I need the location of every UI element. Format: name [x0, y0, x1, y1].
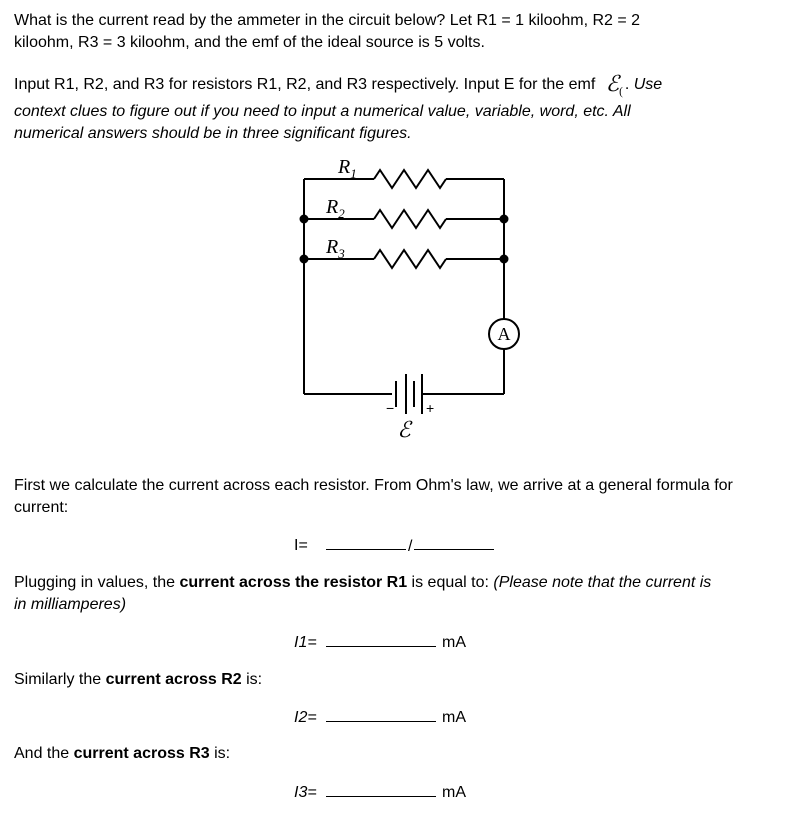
instr-context: context clues to figure out if you need … — [14, 103, 631, 120]
p4c: is: — [210, 745, 230, 762]
lbl-i: I= — [294, 535, 324, 557]
blank-i3[interactable] — [326, 780, 436, 797]
p4b: current across R3 — [74, 745, 210, 762]
slash: / — [408, 537, 412, 554]
para-r1: Plugging in values, the current across t… — [14, 572, 794, 617]
instr-numerical: numerical answers should be in three sig… — [14, 125, 412, 142]
p2c: is equal to: — [407, 574, 493, 591]
instruction-text: Input R1, R2, and R3 for resistors R1, R… — [14, 69, 794, 146]
label-r1: R1 — [337, 159, 357, 181]
q-line1: What is the current read by the ammeter … — [14, 12, 640, 29]
row-i1: I1= mA — [14, 631, 794, 655]
unit-i1: mA — [442, 634, 466, 651]
row-i3: I3= mA — [14, 780, 794, 804]
para-ohms-law: First we calculate the current across ea… — [14, 475, 794, 520]
lbl-i3: I3= — [294, 782, 324, 804]
p1b: current: — [14, 499, 68, 516]
p3b: current across R2 — [106, 671, 242, 688]
label-r2: R2 — [325, 196, 345, 221]
blank-numer[interactable] — [326, 534, 406, 551]
row-i2: I2= mA — [14, 705, 794, 729]
p2d: (Please note that the current is — [493, 574, 711, 591]
emf-symbol: ℰ — [606, 71, 619, 96]
q-line2: kiloohm, R3 = 3 kiloohm, and the emf of … — [14, 34, 485, 51]
lbl-i2: I2= — [294, 707, 324, 729]
label-minus: − — [386, 400, 394, 416]
p1a: First we calculate the current across ea… — [14, 477, 733, 494]
label-emf: ℰ — [397, 417, 413, 442]
lbl-i1: I1= — [294, 632, 324, 654]
label-r3: R3 — [325, 236, 345, 261]
p3: Similarly the — [14, 671, 106, 688]
p3c: is: — [242, 671, 262, 688]
p2e: in milliamperes) — [14, 596, 126, 613]
para-r3: And the current across R3 is: — [14, 743, 794, 765]
circuit-diagram: R1 R2 R3 A − + ℰ — [14, 159, 794, 456]
label-ammeter: A — [498, 324, 511, 344]
circuit-svg: R1 R2 R3 A − + ℰ — [274, 159, 534, 449]
p4: And the — [14, 745, 74, 762]
blank-denom[interactable] — [414, 534, 494, 551]
instr-dot: . — [625, 76, 634, 93]
unit-i2: mA — [442, 709, 466, 726]
blank-i1[interactable] — [326, 631, 436, 648]
unit-i3: mA — [442, 784, 466, 801]
blank-i2[interactable] — [326, 705, 436, 722]
instr-use: Use — [634, 76, 662, 93]
formula-general: I= / — [14, 534, 794, 558]
instr-pre: Input R1, R2, and R3 for resistors R1, R… — [14, 76, 595, 93]
p2a: Plugging in values, the — [14, 574, 179, 591]
question-text: What is the current read by the ammeter … — [14, 10, 794, 55]
para-r2: Similarly the current across R2 is: — [14, 669, 794, 691]
label-plus: + — [426, 400, 434, 416]
p2b: current across the resistor R1 — [179, 574, 407, 591]
emf-sub: ( — [619, 86, 623, 98]
